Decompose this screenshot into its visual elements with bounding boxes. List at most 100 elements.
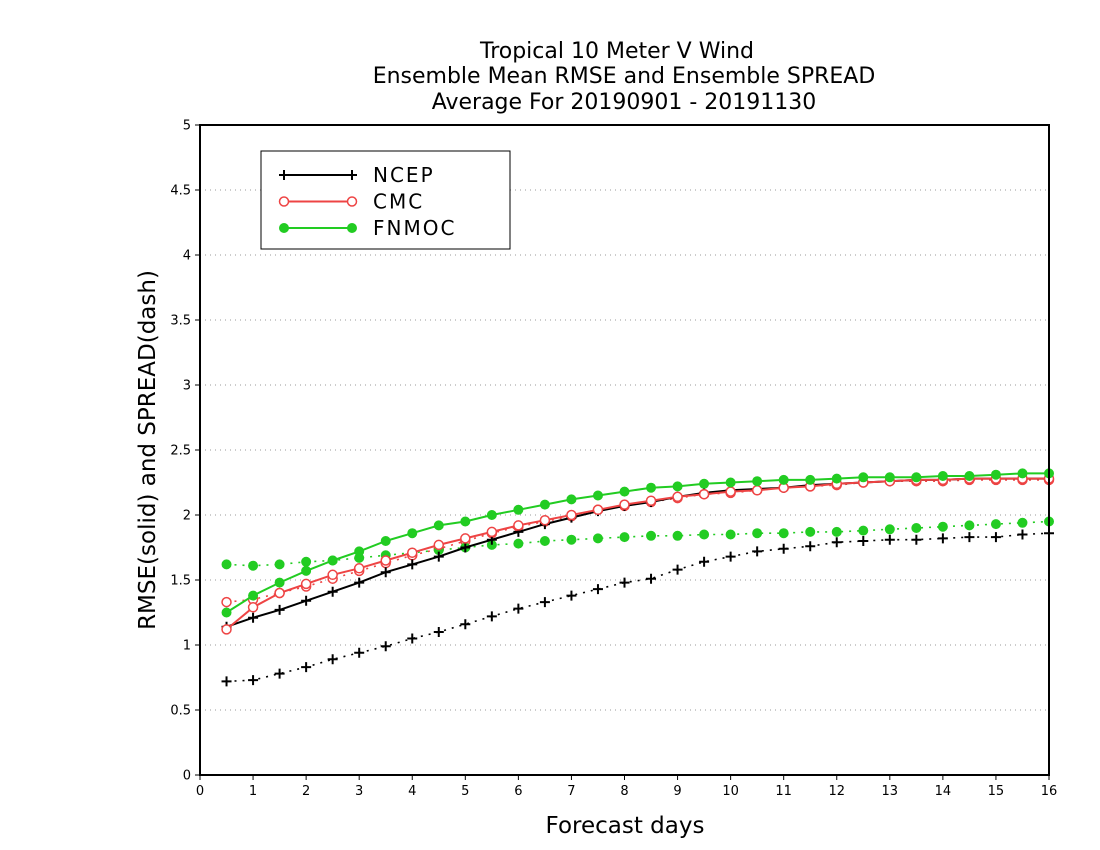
legend-marker-fnmoc: [279, 223, 289, 233]
point-ncep-rmse: [380, 567, 391, 578]
point-ncep-spread: [911, 534, 922, 545]
point-fnmoc-rmse: [831, 473, 842, 484]
point-ncep-rmse: [327, 586, 338, 597]
point-ncep-spread: [301, 662, 312, 673]
point-cmc-rmse: [274, 587, 285, 599]
point-fnmoc-spread: [301, 556, 312, 567]
series-cmc-rmse: [221, 473, 1055, 635]
x-tick-label: 12: [828, 784, 845, 799]
chart-title: Tropical 10 Meter V Wind Ensemble Mean R…: [373, 39, 876, 115]
point-ncep-spread: [433, 627, 444, 637]
point-ncep-spread: [354, 647, 365, 658]
point-fnmoc-spread: [699, 529, 710, 540]
plot-series: [221, 468, 1055, 687]
line-fnmoc-rmse: [225, 472, 1049, 614]
y-tick-label: 5: [183, 119, 191, 134]
x-tick-label: 1: [249, 784, 257, 799]
point-ncep-spread: [858, 536, 869, 546]
x-tick-label: 16: [1041, 784, 1058, 799]
point-cmc-rmse: [513, 520, 524, 531]
point-fnmoc-rmse: [407, 528, 418, 539]
point-fnmoc-spread: [964, 520, 975, 531]
point-cmc-rmse: [619, 499, 630, 510]
point-ncep-rmse: [301, 595, 312, 606]
point-fnmoc-spread: [274, 559, 285, 570]
point-fnmoc-spread: [831, 526, 842, 537]
line-ncep-rmse: [226, 477, 1049, 628]
point-fnmoc-spread: [911, 523, 922, 533]
point-ncep-spread: [672, 564, 683, 575]
point-ncep-spread: [539, 597, 550, 608]
x-tick-label: 6: [514, 784, 522, 799]
legend-marker-ncep: [347, 170, 357, 180]
point-ncep-spread: [990, 532, 1001, 543]
point-fnmoc-spread: [937, 521, 948, 532]
point-fnmoc-rmse: [274, 577, 285, 588]
y-tick-label: 4: [183, 249, 191, 264]
point-cmc-rmse: [327, 569, 338, 581]
point-cmc-rmse: [539, 514, 551, 526]
point-cmc-rmse: [353, 563, 365, 574]
point-ncep-spread: [221, 676, 232, 687]
point-fnmoc-rmse: [805, 474, 816, 485]
point-fnmoc-rmse: [884, 472, 895, 483]
point-ncep-spread: [513, 603, 524, 614]
point-cmc-rmse: [433, 539, 445, 551]
point-fnmoc-rmse: [646, 482, 657, 493]
point-cmc-rmse: [300, 578, 312, 590]
point-cmc-rmse: [566, 509, 577, 521]
point-cmc-rmse: [486, 526, 498, 538]
gridlines: [200, 189, 1049, 711]
point-cmc-rmse: [725, 486, 736, 497]
point-fnmoc-spread: [884, 524, 895, 535]
point-ncep-spread: [937, 533, 948, 544]
point-ncep-rmse: [407, 559, 418, 570]
point-fnmoc-rmse: [221, 607, 232, 618]
x-tick-label: 3: [355, 784, 363, 799]
point-fnmoc-rmse: [354, 546, 365, 557]
point-fnmoc-spread: [752, 528, 763, 539]
point-fnmoc-rmse: [911, 472, 922, 483]
point-cmc-rmse: [645, 495, 657, 506]
point-ncep-spread: [460, 619, 471, 630]
point-fnmoc-spread: [646, 530, 657, 541]
point-fnmoc-rmse: [672, 481, 683, 492]
point-fnmoc-rmse: [460, 516, 471, 527]
y-tick-label: 3: [183, 379, 191, 394]
point-fnmoc-rmse: [778, 474, 789, 485]
legend-marker-fnmoc: [347, 223, 357, 233]
chart-title-line-2: Ensemble Mean RMSE and Ensemble SPREAD: [373, 64, 876, 89]
point-fnmoc-rmse: [990, 469, 1001, 480]
point-cmc-rmse: [460, 533, 471, 544]
series-ncep-rmse: [221, 473, 1054, 632]
point-fnmoc-rmse: [539, 499, 550, 510]
y-tick-label: 2: [183, 509, 191, 524]
point-ncep-rmse: [248, 612, 259, 623]
point-fnmoc-spread: [725, 529, 736, 540]
x-tick-label: 15: [988, 784, 1005, 799]
point-fnmoc-rmse: [433, 520, 444, 531]
series-ncep-spread: [221, 528, 1054, 687]
point-fnmoc-spread: [248, 560, 259, 571]
point-cmc-rmse: [407, 547, 418, 558]
point-fnmoc-rmse: [725, 477, 736, 488]
point-fnmoc-spread: [858, 525, 869, 536]
point-cmc-rmse: [672, 491, 683, 503]
series-fnmoc-spread: [221, 516, 1054, 571]
legend-label-cmc: CMC: [373, 190, 424, 214]
y-tick-label: 0.5: [170, 704, 191, 719]
point-ncep-spread: [407, 633, 418, 644]
point-ncep-spread: [274, 668, 285, 679]
point-fnmoc-rmse: [964, 471, 975, 481]
point-fnmoc-rmse: [566, 494, 577, 505]
y-tick-label: 2.5: [170, 444, 191, 459]
x-tick-label: 10: [722, 784, 739, 799]
legend-box: [260, 150, 511, 250]
point-ncep-rmse: [433, 551, 444, 562]
point-ncep-spread: [646, 573, 657, 584]
point-ncep-spread: [778, 543, 789, 554]
point-fnmoc-rmse: [248, 590, 259, 601]
point-ncep-spread: [1017, 529, 1028, 540]
point-ncep-spread: [566, 590, 577, 601]
point-fnmoc-rmse: [937, 471, 948, 481]
